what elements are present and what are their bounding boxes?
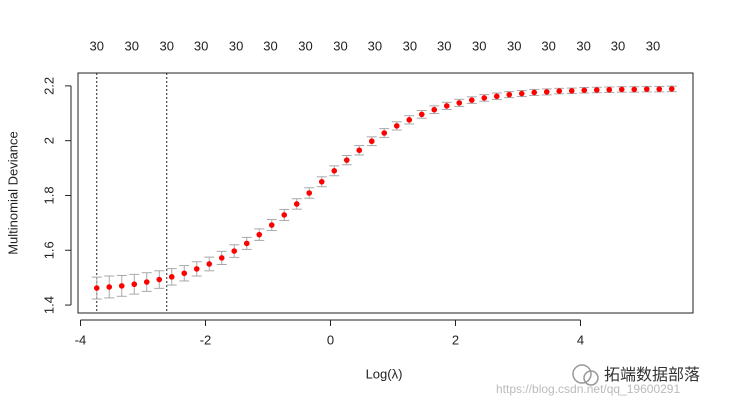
point bbox=[318, 178, 325, 185]
point bbox=[331, 168, 338, 174]
point bbox=[268, 222, 275, 228]
point bbox=[93, 285, 100, 291]
point bbox=[368, 138, 375, 145]
point bbox=[531, 89, 538, 96]
top-tick-label: 30 bbox=[125, 38, 139, 53]
point bbox=[293, 201, 300, 207]
y-tick-label: 2 bbox=[41, 137, 56, 144]
point bbox=[568, 88, 575, 94]
x-tick-label: -4 bbox=[75, 332, 87, 347]
point bbox=[631, 86, 638, 93]
point bbox=[356, 147, 363, 154]
point bbox=[406, 117, 413, 123]
point bbox=[156, 276, 163, 283]
top-tick-label: 30 bbox=[541, 38, 555, 53]
point bbox=[193, 266, 200, 272]
point bbox=[218, 255, 225, 261]
point bbox=[618, 86, 625, 93]
point bbox=[656, 86, 663, 92]
top-tick-label: 30 bbox=[403, 38, 417, 53]
point bbox=[118, 283, 125, 289]
point bbox=[418, 111, 425, 118]
point bbox=[206, 261, 213, 267]
point bbox=[481, 95, 488, 101]
point bbox=[306, 190, 313, 196]
point bbox=[431, 106, 438, 113]
x-tick-label: -2 bbox=[200, 332, 212, 347]
point bbox=[506, 91, 513, 98]
point bbox=[281, 212, 288, 218]
top-tick-label: 30 bbox=[229, 38, 243, 53]
top-tick-label: 30 bbox=[263, 38, 277, 53]
point bbox=[456, 100, 463, 106]
watermark-icon bbox=[572, 364, 599, 386]
y-tick-label: 2.2 bbox=[41, 77, 56, 95]
point bbox=[468, 97, 475, 103]
x-tick-label: 0 bbox=[327, 332, 334, 347]
point bbox=[343, 157, 350, 163]
point bbox=[143, 279, 150, 285]
point bbox=[243, 240, 250, 247]
point bbox=[231, 248, 238, 254]
watermark: 拓端数据部落 bbox=[604, 366, 700, 384]
point bbox=[381, 130, 388, 136]
y-tick-label: 1.8 bbox=[41, 186, 56, 204]
top-tick-label: 30 bbox=[368, 38, 382, 53]
top-tick-label: 30 bbox=[298, 38, 312, 53]
point bbox=[556, 88, 563, 94]
x-axis-label: Log(λ) bbox=[366, 366, 403, 381]
top-tick-label: 30 bbox=[646, 38, 660, 53]
top-tick-label: 30 bbox=[611, 38, 625, 53]
top-tick-label: 30 bbox=[576, 38, 590, 53]
top-tick-label: 30 bbox=[507, 38, 521, 53]
top-tick-label: 30 bbox=[437, 38, 451, 53]
top-tick-label: 30 bbox=[472, 38, 486, 53]
point bbox=[643, 86, 650, 92]
top-tick-label: 30 bbox=[333, 38, 347, 53]
y-axis-label: Multinomial Deviance bbox=[5, 131, 20, 255]
top-tick-label: 30 bbox=[90, 38, 104, 53]
top-tick-label: 30 bbox=[194, 38, 208, 53]
point bbox=[181, 270, 188, 277]
top-tick-label: 30 bbox=[160, 38, 174, 53]
point bbox=[606, 86, 613, 93]
point bbox=[518, 90, 525, 97]
point bbox=[443, 103, 450, 109]
y-tick-label: 1.6 bbox=[41, 241, 56, 259]
y-tick-label: 1.4 bbox=[41, 296, 56, 314]
point bbox=[581, 87, 588, 94]
point bbox=[168, 274, 175, 280]
point bbox=[131, 281, 138, 288]
plot-frame bbox=[77, 72, 694, 314]
point bbox=[393, 123, 400, 129]
point bbox=[543, 89, 550, 95]
x-tick-label: 2 bbox=[452, 332, 459, 347]
point bbox=[256, 231, 263, 238]
x-tick-label: 4 bbox=[577, 332, 584, 347]
point bbox=[668, 86, 675, 92]
point bbox=[106, 284, 113, 290]
point bbox=[493, 93, 500, 100]
point bbox=[593, 87, 600, 93]
url-watermark: https://blog.csdn.net/qq_19600291 bbox=[496, 382, 680, 396]
